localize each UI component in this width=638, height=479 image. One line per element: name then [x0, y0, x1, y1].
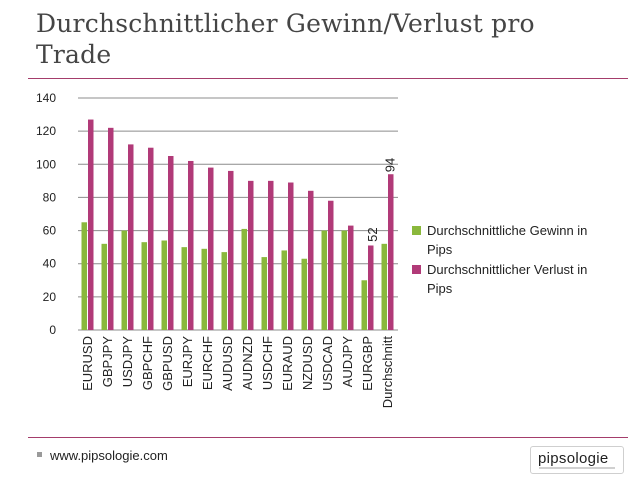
logo-underline — [539, 467, 615, 469]
x-tick-label: EURAUD — [280, 336, 295, 391]
bar-gain — [361, 280, 367, 330]
bar-gain — [141, 242, 147, 330]
bar-gain — [221, 252, 227, 330]
bar-gain — [201, 248, 207, 330]
chart-legend: Durchschnittliche Gewinn in Pips Durchsc… — [412, 221, 612, 299]
legend-item-loss: Durchschnittlicher Verlust in Pips — [412, 260, 612, 298]
y-tick-label: 80 — [43, 190, 57, 204]
legend-item-gain: Durchschnittliche Gewinn in Pips — [412, 221, 612, 259]
legend-swatch-gain — [412, 226, 421, 235]
bar-loss — [148, 147, 154, 330]
page-title: Durchschnittlicher Gewinn/Verlust pro Tr… — [36, 9, 535, 69]
bar-gain — [181, 247, 187, 330]
bar-gain — [161, 240, 167, 330]
bar-loss — [128, 144, 134, 330]
x-tick-label: USDCHF — [260, 336, 275, 390]
legend-label-gain: Durchschnittliche Gewinn in Pips — [427, 223, 588, 257]
bar-gain — [81, 222, 87, 330]
bar-loss — [188, 160, 194, 330]
bar-loss — [108, 127, 114, 330]
data-label: 94 — [383, 158, 398, 172]
bar-gain — [241, 228, 247, 330]
bar-gain — [261, 257, 267, 330]
bar-chart: 0 20 40 60 80 100 120 140 EURUSD GBPJPY USDJPY GBPC… — [36, 91, 398, 409]
x-tick-label: EURGBP — [360, 336, 375, 391]
bar-loss — [288, 182, 294, 330]
bar-loss — [368, 245, 374, 330]
x-tick-label: USDCAD — [320, 336, 335, 391]
x-tick-label: Durchschnitt — [380, 336, 395, 409]
bar-loss — [208, 167, 214, 330]
legend-swatch-loss — [412, 265, 421, 274]
bar-loss — [348, 225, 354, 330]
bar-gain — [301, 258, 307, 330]
x-tick-label: EURUSD — [80, 336, 95, 391]
bar-loss — [88, 119, 94, 331]
bar-loss — [308, 190, 314, 330]
pipsologie-logo: pipsologie — [530, 446, 624, 474]
bar-loss — [168, 156, 174, 330]
x-tick-label: AUDUSD — [220, 336, 235, 391]
x-tick-label: GBPCHF — [140, 336, 155, 390]
legend-label-loss: Durchschnittlicher Verlust in Pips — [427, 262, 588, 296]
y-tick-label: 120 — [36, 124, 56, 138]
y-tick-label: 140 — [36, 91, 56, 105]
x-tick-label: AUDJPY — [340, 336, 355, 388]
y-tick-label: 40 — [43, 257, 57, 271]
x-tick-label: NZDUSD — [300, 336, 315, 390]
footer-divider — [28, 437, 628, 438]
footer-bullet — [37, 452, 42, 457]
bar-gain — [381, 243, 387, 330]
bar-gain — [281, 250, 287, 330]
footer-url[interactable]: www.pipsologie.com — [50, 448, 168, 463]
y-tick-label: 100 — [36, 157, 56, 171]
x-tick-label: GBPJPY — [100, 336, 115, 388]
bar-loss — [248, 180, 254, 330]
bar-loss — [228, 170, 234, 330]
x-tick-label: AUDNZD — [240, 336, 255, 390]
bar-gain — [321, 230, 327, 330]
y-tick-label: 0 — [49, 323, 56, 337]
bar-loss — [328, 200, 334, 330]
bar-loss — [268, 180, 274, 330]
bar-gain — [101, 243, 107, 330]
y-tick-label: 60 — [43, 224, 57, 238]
x-tick-label: EURCHF — [200, 336, 215, 390]
title-divider — [28, 78, 628, 79]
bar-gain — [121, 230, 127, 330]
data-label: 52 — [365, 227, 380, 241]
bar-gain — [341, 230, 347, 330]
logo-text: pipsologie — [538, 450, 609, 467]
x-tick-label: USDJPY — [120, 336, 135, 388]
x-tick-label: GBPUSD — [160, 336, 175, 391]
bar-loss — [388, 174, 394, 330]
x-tick-label: EURJPY — [180, 336, 195, 388]
y-tick-label: 20 — [43, 290, 57, 304]
